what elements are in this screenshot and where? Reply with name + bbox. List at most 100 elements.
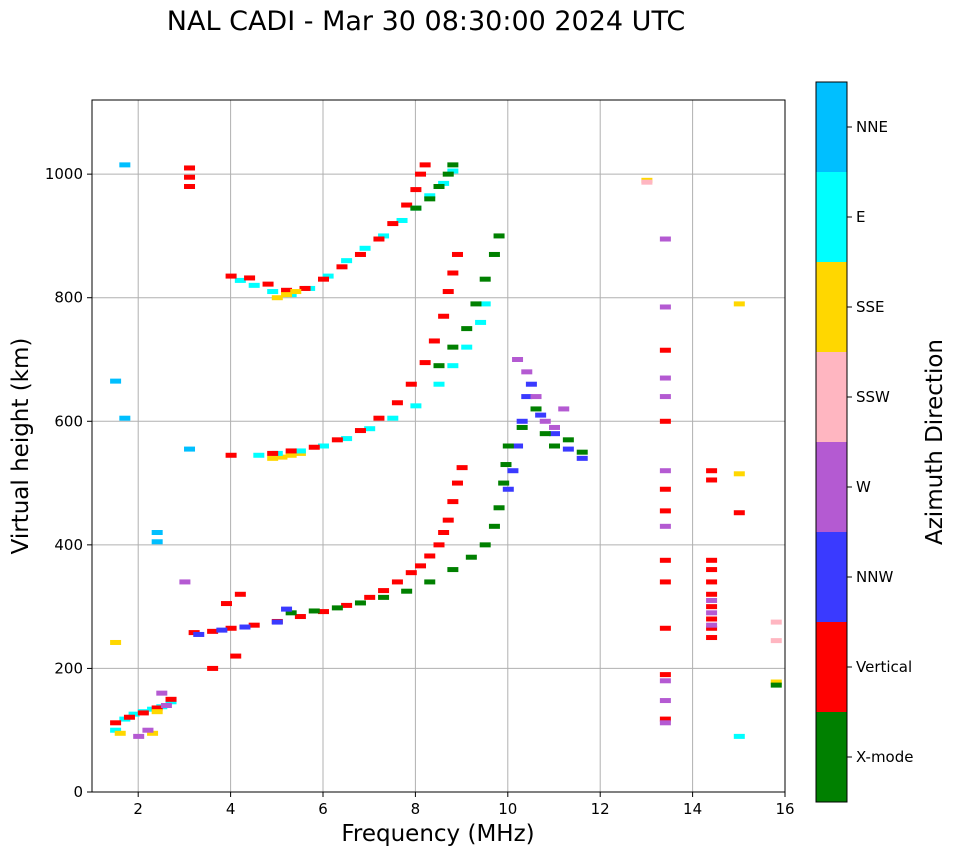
trace-x-mode	[770, 682, 782, 688]
data-point	[128, 711, 140, 717]
trace-vertical	[188, 465, 468, 636]
data-point	[267, 455, 279, 461]
data-point	[119, 162, 131, 168]
data-point	[415, 563, 427, 569]
data-point	[438, 530, 450, 535]
data-point	[539, 418, 551, 424]
colorbar-tick-label: NNE	[856, 118, 888, 136]
data-point	[225, 452, 237, 458]
data-point	[391, 400, 403, 406]
data-point	[465, 554, 477, 560]
data-point	[262, 281, 274, 287]
data-point	[479, 542, 491, 548]
y-tick-label: 1000	[45, 165, 83, 183]
data-point	[424, 553, 436, 559]
data-point	[659, 720, 671, 726]
data-point	[123, 714, 135, 720]
colorbar-label: Azimuth Direction	[922, 339, 948, 545]
data-point	[424, 196, 436, 202]
data-point	[706, 604, 718, 610]
data-point	[549, 443, 560, 449]
data-point	[151, 530, 163, 535]
colorbar-tick-label: SSE	[856, 298, 885, 316]
x-tick-label: 6	[318, 800, 328, 818]
data-point	[659, 304, 671, 310]
data-point	[147, 730, 159, 736]
data-point	[331, 437, 343, 443]
data-point	[433, 363, 445, 369]
data-point	[562, 437, 574, 443]
data-point	[706, 625, 718, 631]
trace-vertical	[267, 251, 463, 456]
data-point	[184, 446, 196, 452]
data-point	[659, 508, 671, 514]
colorbar-segment	[816, 442, 847, 532]
data-point	[488, 523, 500, 529]
data-point	[447, 499, 459, 505]
data-point	[225, 625, 237, 631]
colorbar-tick-label: Vertical	[856, 658, 912, 676]
data-point	[706, 610, 718, 616]
data-point	[706, 567, 718, 573]
trace-sse	[110, 639, 163, 736]
data-point	[336, 264, 348, 270]
y-tick-label: 200	[54, 659, 83, 677]
data-point	[419, 162, 431, 168]
data-point	[318, 276, 329, 282]
data-point	[447, 162, 459, 168]
data-point	[659, 523, 671, 529]
data-point	[706, 557, 718, 563]
data-point	[475, 319, 487, 325]
colorbar-tick-label: E	[856, 208, 865, 226]
data-point	[119, 415, 131, 421]
data-point	[562, 446, 574, 452]
data-point	[396, 217, 408, 223]
data-point	[401, 588, 413, 594]
colorbar-tick-label: X-mode	[856, 748, 913, 766]
data-point	[234, 591, 246, 597]
data-point	[641, 179, 653, 185]
x-tick-label: 14	[683, 800, 702, 818]
data-point	[294, 614, 306, 620]
data-point	[549, 424, 560, 430]
colorbar-tick-label: W	[856, 478, 871, 496]
trace-vertical	[184, 165, 246, 671]
data-point	[424, 193, 436, 199]
data-point	[442, 171, 454, 177]
data-point	[142, 727, 154, 733]
data-point	[500, 462, 512, 468]
trace-e	[253, 301, 491, 458]
data-point	[447, 270, 459, 276]
data-point	[110, 378, 122, 384]
data-point	[539, 431, 551, 437]
trace-e	[733, 733, 745, 739]
trace-vertical	[659, 347, 671, 722]
data-point	[447, 168, 459, 174]
data-point	[156, 690, 168, 696]
data-point	[659, 625, 671, 631]
data-point	[184, 184, 196, 189]
data-point	[354, 428, 366, 434]
data-point	[706, 622, 718, 628]
data-point	[521, 394, 533, 400]
data-point	[659, 486, 671, 492]
data-point	[387, 221, 399, 227]
data-point	[451, 480, 463, 486]
data-point	[378, 588, 390, 594]
data-point	[706, 591, 718, 597]
data-point	[294, 448, 306, 454]
data-point	[364, 594, 376, 600]
data-point	[281, 292, 293, 298]
data-point	[706, 616, 718, 622]
data-point	[447, 344, 459, 350]
data-point	[193, 631, 205, 637]
data-point	[558, 406, 570, 412]
data-point	[415, 171, 427, 177]
data-point	[405, 570, 417, 576]
data-point	[733, 301, 745, 307]
data-point	[378, 594, 390, 600]
data-point	[285, 452, 297, 458]
y-tick-label: 0	[73, 783, 83, 801]
data-point	[659, 375, 671, 381]
